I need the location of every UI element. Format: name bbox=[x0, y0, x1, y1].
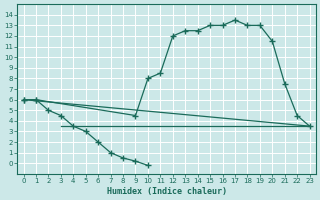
X-axis label: Humidex (Indice chaleur): Humidex (Indice chaleur) bbox=[107, 187, 227, 196]
